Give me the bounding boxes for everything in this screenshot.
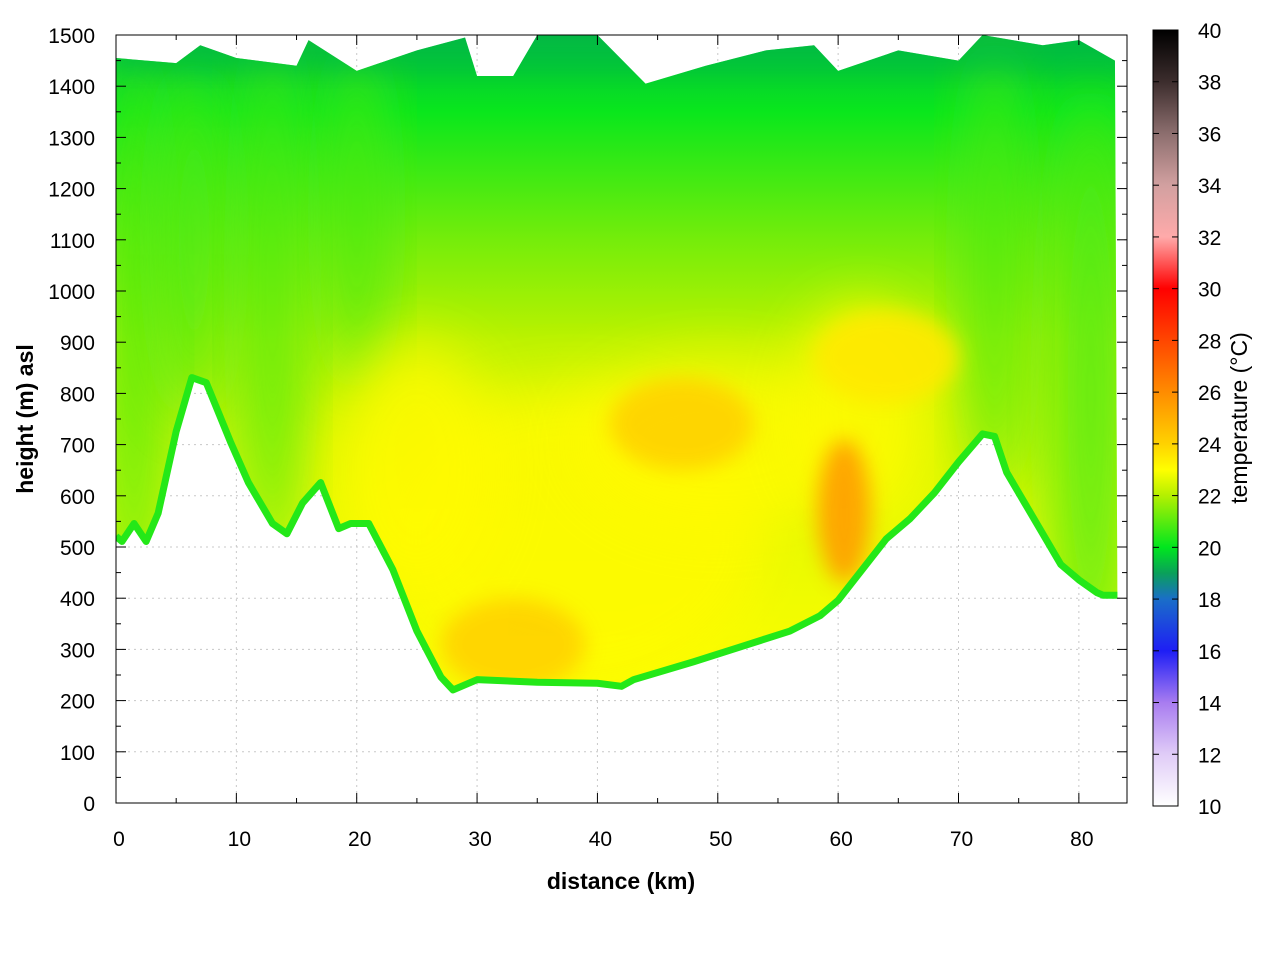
x-tick-label: 80 bbox=[1070, 828, 1093, 851]
colorbar-title: temperature (°C) bbox=[1226, 332, 1252, 504]
x-tick-label: 50 bbox=[709, 828, 732, 851]
colorbar-gradient bbox=[1152, 29, 1179, 807]
y-tick-label: 800 bbox=[60, 383, 95, 406]
top-cool-band bbox=[116, 35, 1118, 71]
colorbar-tick-label: 18 bbox=[1198, 589, 1221, 612]
y-tick-label: 1500 bbox=[48, 25, 95, 48]
y-tick-labels: 0 100 200 300 400 500 600 700 800 900 1000 1100 1200… bbox=[48, 25, 95, 816]
y-tick-label: 0 bbox=[83, 793, 95, 816]
y-tick-label: 1000 bbox=[48, 281, 95, 304]
cool-region bbox=[116, 35, 165, 650]
y-tick-label: 300 bbox=[60, 639, 95, 662]
y-axis-title: height (m) asl bbox=[12, 344, 38, 494]
x-tick-label: 0 bbox=[113, 828, 125, 851]
cool-region bbox=[964, 35, 1025, 496]
colorbar-tick-label: 38 bbox=[1198, 72, 1221, 95]
colorbar-ticks bbox=[1153, 29, 1178, 807]
y-tick-label: 1300 bbox=[48, 127, 95, 150]
colorbar-tick-label: 22 bbox=[1198, 486, 1221, 509]
x-tick-label: 40 bbox=[589, 828, 612, 851]
x-tick-label: 60 bbox=[829, 828, 852, 851]
cool-region bbox=[1048, 86, 1118, 693]
colorbar-tick-labels: 10 12 14 16 18 20 22 24 26 28 30 32 34 36 38 40 bbox=[1198, 20, 1222, 819]
colorbar: 10 12 14 16 18 20 22 24 26 28 30 32 34 36 38 40 tempera… bbox=[1152, 20, 1252, 819]
terrain-edge bbox=[116, 374, 1118, 694]
y-tick-label: 500 bbox=[60, 537, 95, 560]
colorbar-tick-label: 32 bbox=[1198, 227, 1221, 250]
cool-region bbox=[326, 35, 387, 394]
colorbar-tick-label: 12 bbox=[1198, 744, 1221, 767]
colorbar-tick-label: 40 bbox=[1198, 20, 1221, 43]
colorbar-tick-label: 28 bbox=[1198, 330, 1221, 353]
warm-core bbox=[440, 598, 586, 691]
x-tick-label: 30 bbox=[468, 828, 491, 851]
warm-core bbox=[814, 311, 959, 404]
colorbar-tick-label: 10 bbox=[1198, 796, 1221, 819]
terrain-surface-layer bbox=[116, 374, 1118, 694]
x-axis-title: distance (km) bbox=[547, 868, 695, 894]
warm-core bbox=[817, 439, 871, 583]
y-tick-label: 700 bbox=[60, 435, 95, 458]
x-tick-label: 70 bbox=[950, 828, 973, 851]
axis-ticks bbox=[115, 34, 1127, 804]
y-tick-label: 1200 bbox=[48, 179, 95, 202]
cool-region bbox=[158, 60, 231, 419]
warm-region bbox=[332, 342, 502, 599]
colorbar-tick-label: 16 bbox=[1198, 641, 1221, 664]
colorbar-tick-label: 20 bbox=[1198, 537, 1221, 560]
colorbar-tick-label: 14 bbox=[1198, 693, 1222, 716]
y-tick-label: 1400 bbox=[48, 76, 95, 99]
cool-region bbox=[242, 35, 303, 573]
y-tick-label: 400 bbox=[60, 588, 95, 611]
y-tick-label: 100 bbox=[60, 742, 95, 765]
y-tick-label: 900 bbox=[60, 332, 95, 355]
y-tick-label: 600 bbox=[60, 486, 95, 509]
y-tick-label: 1100 bbox=[50, 230, 95, 253]
x-tick-labels: 0 10 20 30 40 50 60 70 80 bbox=[113, 828, 1093, 851]
colorbar-tick-label: 34 bbox=[1198, 175, 1222, 198]
warm-core bbox=[609, 378, 754, 471]
y-tick-label: 200 bbox=[60, 691, 95, 714]
colorbar-tick-label: 24 bbox=[1198, 434, 1222, 457]
x-tick-label: 20 bbox=[348, 828, 371, 851]
colorbar-tick-label: 36 bbox=[1198, 123, 1221, 146]
colorbar-tick-label: 26 bbox=[1198, 382, 1221, 405]
x-tick-label: 10 bbox=[228, 828, 251, 851]
colorbar-tick-label: 30 bbox=[1198, 279, 1221, 302]
